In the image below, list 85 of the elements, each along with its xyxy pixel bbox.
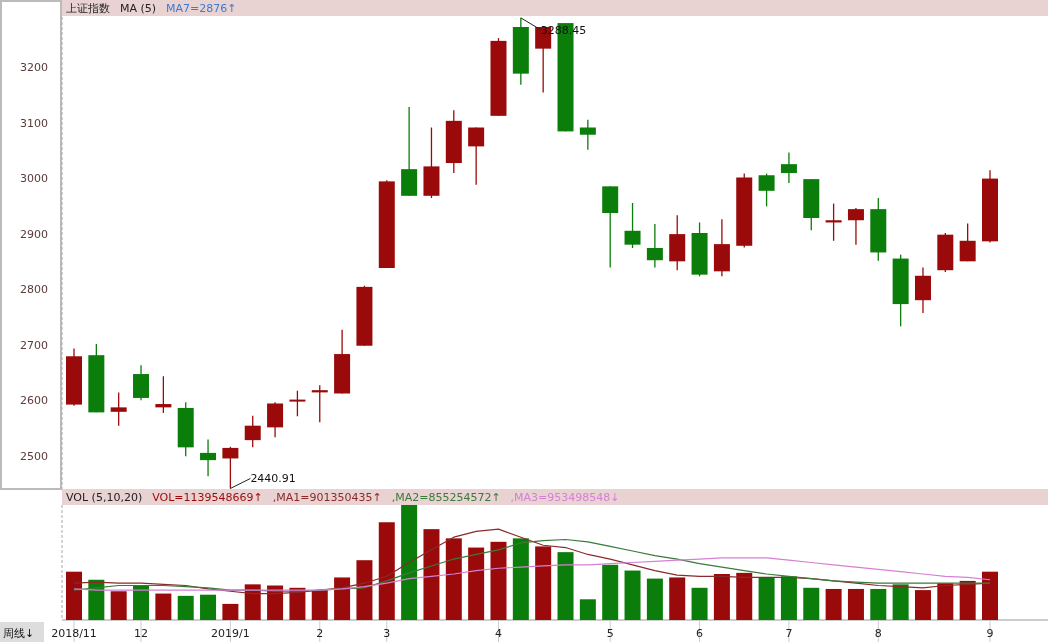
candlestick [468,126,485,186]
bar [334,577,351,620]
annotation: 3288.45 [540,23,587,37]
bar [222,603,239,620]
text: VOL=1139548669↑ [152,491,263,504]
bar [423,529,440,620]
text: MA (5) [120,2,157,15]
candlestick [646,223,663,269]
x-tick-label: 12 [134,627,149,640]
bar [155,593,172,620]
candlestick [200,438,217,477]
x-tick-label: 6 [696,627,704,640]
y-tick-label: 2800 [20,283,48,297]
x-tick-label: 2018/11 [51,627,97,640]
candlestick [959,222,976,262]
bar [847,588,864,620]
bar [758,577,775,620]
candlestick [133,364,150,401]
y-tick-label: 3100 [20,116,48,130]
bar [177,595,194,620]
candlestick [847,207,864,246]
bar [110,591,127,620]
candlestick [110,391,127,427]
bar [200,594,217,620]
bar [736,572,753,620]
x-tick-label: 5 [606,627,614,640]
bar [937,583,954,620]
bar [557,552,574,620]
text: ,MA3=953498548↓ [510,491,620,504]
chart-title: VOL (5,10,20) [66,491,143,504]
bar [624,570,641,620]
x-tick-label: 4 [494,627,502,640]
bar [378,522,395,620]
text: 周线↓ [3,627,35,640]
x-tick-label: 8 [874,627,882,640]
bar [959,580,976,620]
bar [602,564,619,620]
bar [445,538,462,620]
text: MA7=2876↑ [166,2,237,15]
y-tick-label: 2600 [20,394,48,408]
bar [691,587,708,620]
y-tick-label: 3000 [20,172,48,186]
candlestick [289,390,306,417]
bar [579,599,596,620]
bar [133,585,150,620]
x-tick-label: 3 [383,627,391,640]
x-tick-label: 9 [986,627,994,640]
candlestick [780,151,797,184]
bar [825,588,842,620]
y-tick-label: 2900 [20,227,48,241]
bar [669,577,686,620]
bar [401,505,418,620]
bar [892,584,909,620]
chart-title: 上证指数 [66,2,110,15]
candlestick [624,202,641,249]
bar [780,576,797,620]
candlestick [267,401,284,439]
text: ,MA1=901350435↑ [272,491,382,504]
x-tick-label: 7 [785,627,793,640]
y-tick-label: 3200 [20,60,48,74]
annotation: 2440.91 [250,472,296,486]
y-tick-label: 2700 [20,338,48,352]
bar [311,590,328,620]
bar [870,588,887,620]
bar [914,590,931,620]
bar [535,546,552,620]
y-tick-label: 2500 [20,449,48,463]
bar [66,571,82,620]
candlestick [222,446,239,490]
bar [982,571,998,620]
candlestick [758,172,775,208]
x-tick-label: 2019/1 [211,627,250,640]
candlestick [579,119,596,151]
bar [356,560,373,620]
text: ,MA2=855254572↑ [391,491,501,504]
bar [713,574,730,620]
x-tick-label: 2 [316,627,324,640]
bar [512,538,529,620]
bar [244,584,261,620]
bar [468,547,485,620]
candlestick [244,415,261,448]
bar [646,578,663,620]
candlestick [155,375,172,414]
bar [803,587,820,620]
bar [490,541,507,620]
